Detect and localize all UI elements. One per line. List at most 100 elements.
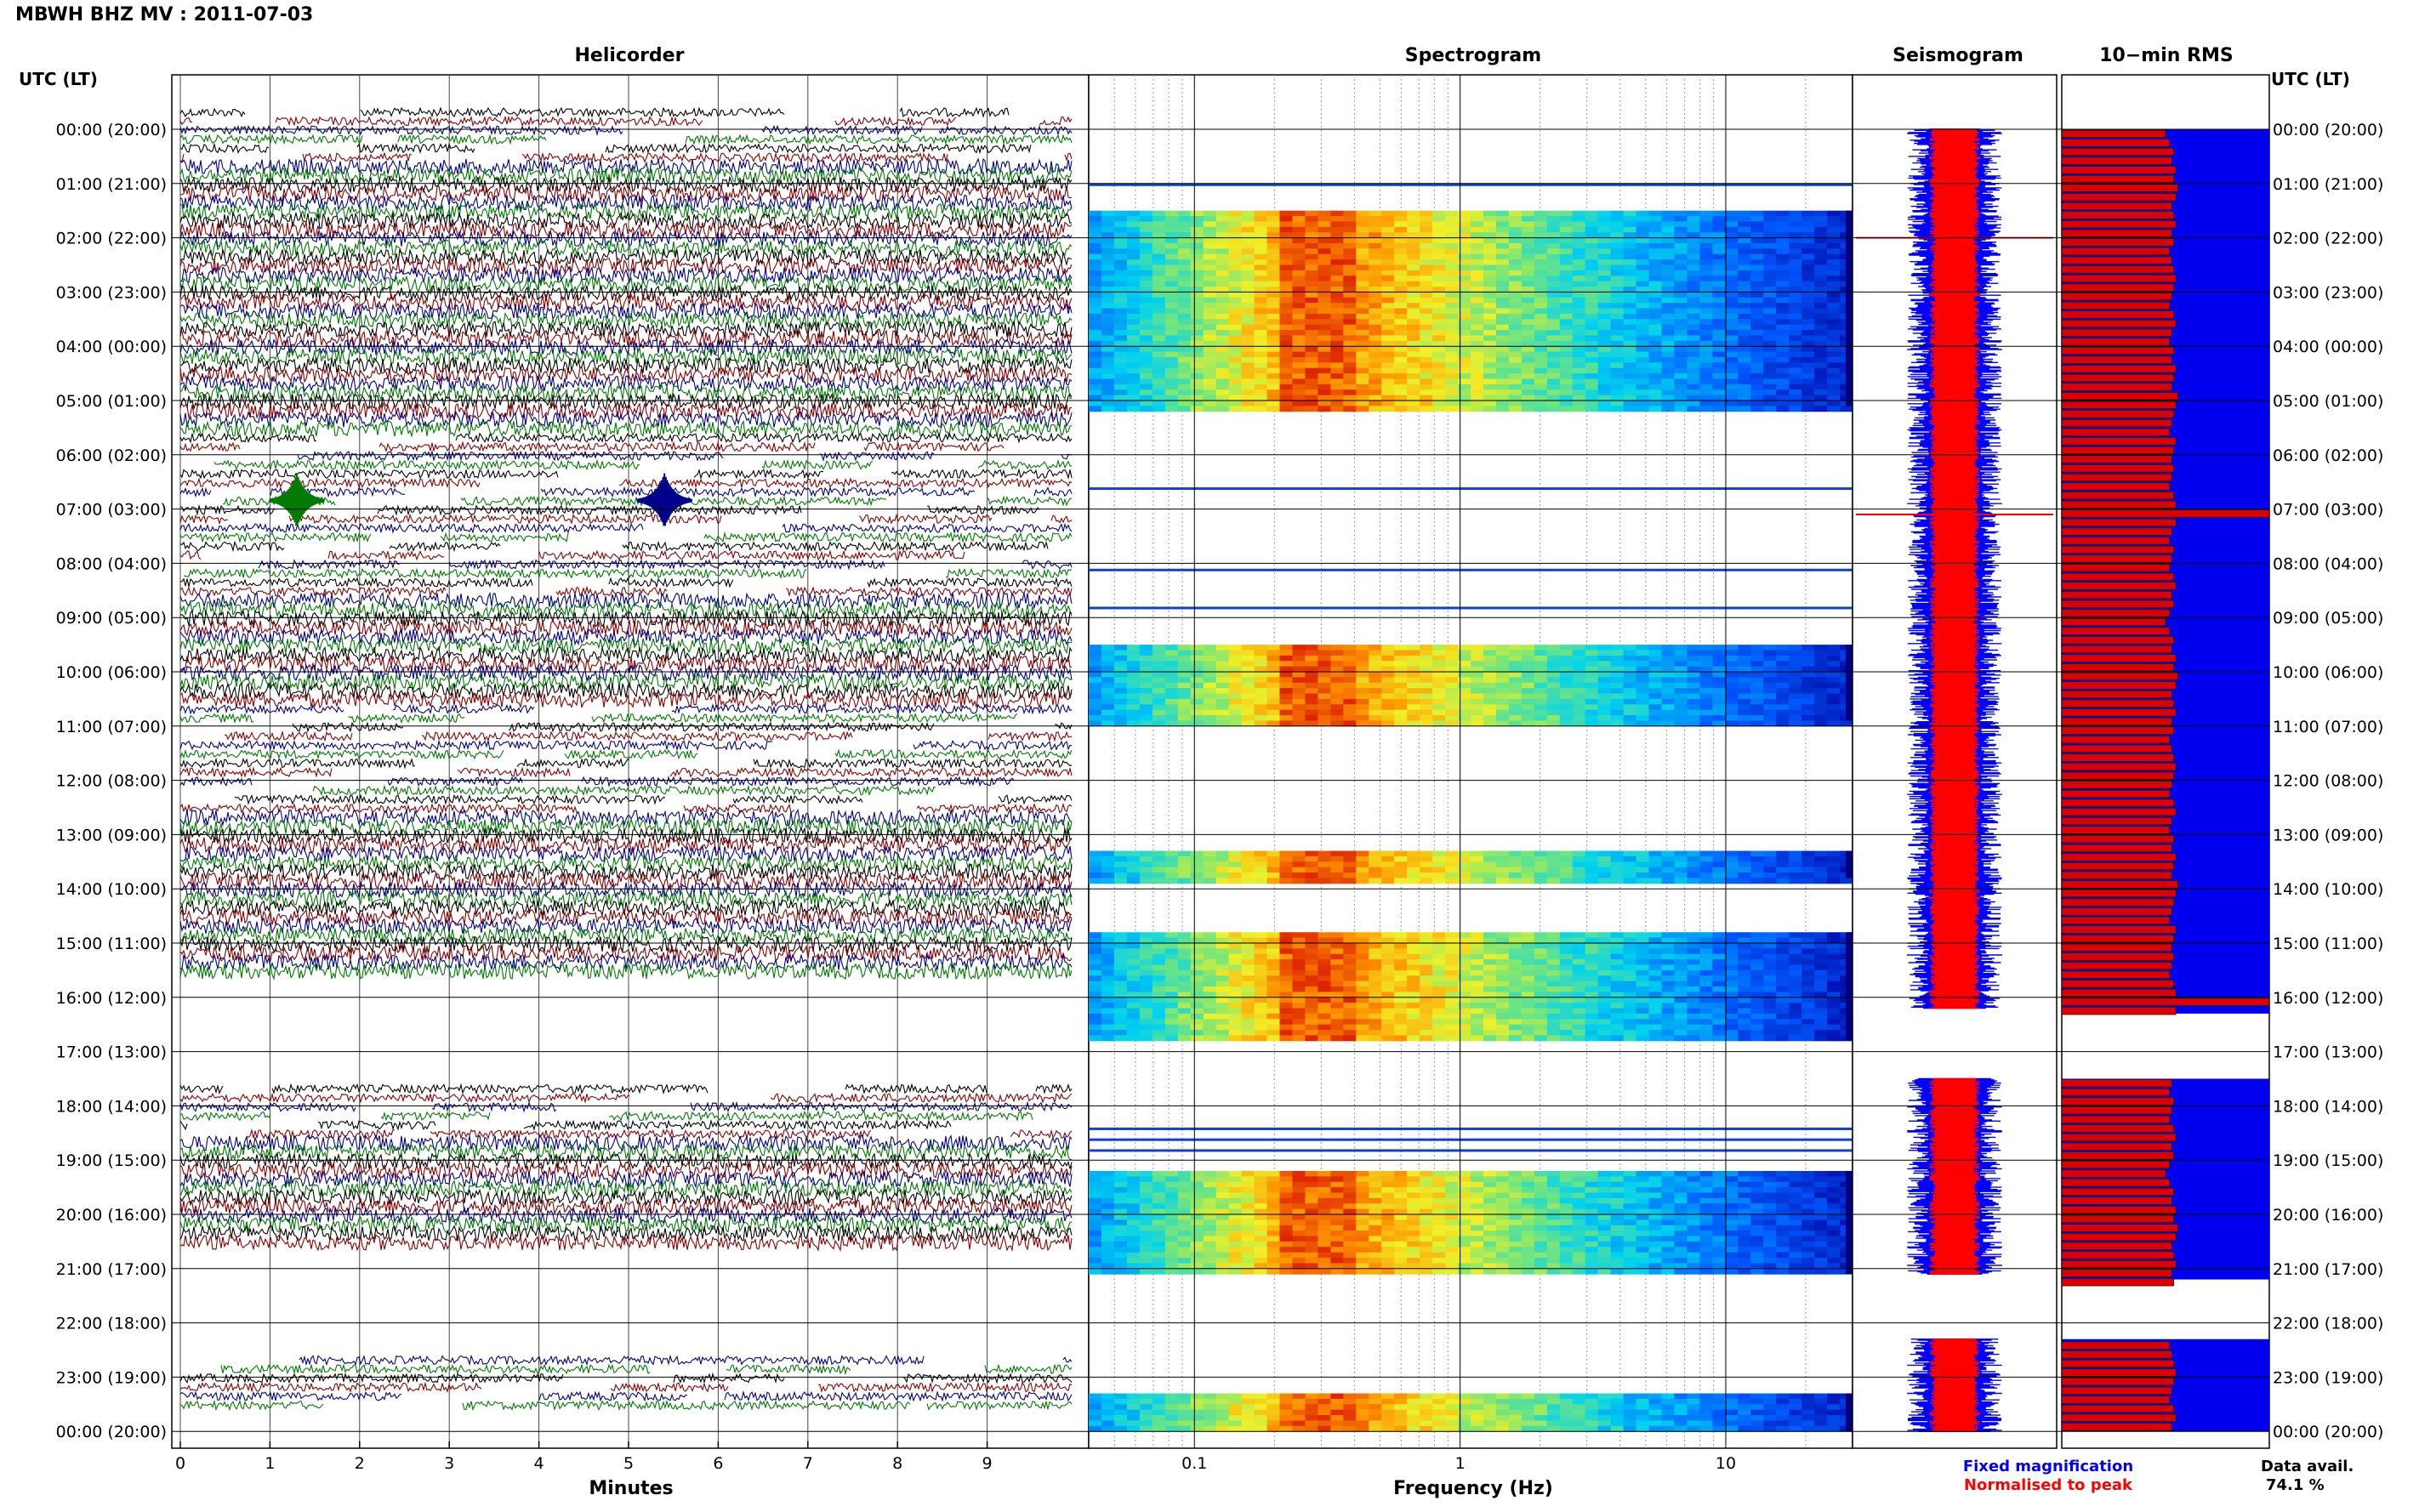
- spectrogram-cell: [1330, 1035, 1344, 1042]
- spectrogram-cell: [1407, 948, 1420, 955]
- helicorder-trace: [179, 826, 1073, 844]
- spectrogram-cell: [1789, 953, 1802, 960]
- spectrogram-cell: [1089, 666, 1102, 673]
- spectrogram-cell: [1610, 1170, 1625, 1177]
- spectrogram-cell: [1725, 351, 1739, 358]
- spectrogram-cell: [1356, 362, 1369, 369]
- spectrogram-cell: [1661, 661, 1675, 668]
- spectrogram-cell: [1661, 232, 1675, 239]
- spectrogram-cell: [1789, 384, 1802, 390]
- spectrogram-cell: [1139, 704, 1153, 711]
- spectrogram-cell: [1381, 953, 1395, 960]
- spectrogram-cell: [1369, 661, 1382, 668]
- spectrogram-cell: [1738, 672, 1751, 678]
- spectrogram-cell: [1369, 281, 1382, 287]
- spectrogram-cell: [1420, 698, 1433, 705]
- spectrogram-cell: [1279, 340, 1293, 347]
- spectrogram-cell: [1369, 1008, 1382, 1015]
- spectrogram-cell: [1369, 259, 1382, 265]
- spectrogram-cell: [1305, 1013, 1318, 1020]
- spectrogram-cell: [1725, 340, 1739, 347]
- spectrogram-cell: [1508, 281, 1523, 287]
- spectrogram-cell: [1266, 986, 1280, 992]
- spectrogram-cell: [1369, 1024, 1382, 1031]
- spectrogram-cell: [1292, 406, 1306, 412]
- spectrogram-cell: [1572, 237, 1586, 244]
- spectrogram-cell: [1559, 406, 1574, 412]
- spectrogram-cell: [1152, 378, 1166, 385]
- spectrogram-cell: [1559, 873, 1574, 878]
- spectrogram-cell: [1113, 248, 1128, 255]
- spectrogram-cell: [1432, 216, 1446, 222]
- spectrogram-cell: [1750, 953, 1764, 960]
- spectrogram-cell: [1254, 308, 1268, 315]
- spectrogram-cell: [1636, 313, 1650, 320]
- spectrogram-cell: [1495, 210, 1510, 217]
- spectrogram-cell: [1725, 232, 1739, 239]
- spectrogram-cell: [1814, 709, 1828, 716]
- spectrogram-cell: [1190, 867, 1204, 873]
- spectrogram-cell: [1369, 346, 1382, 353]
- spectrogram-cell: [1164, 959, 1179, 966]
- spectrogram-cell: [1712, 959, 1726, 966]
- spectrogram-cell: [1164, 324, 1179, 331]
- spectrogram-cell: [1203, 384, 1217, 390]
- spectrogram-cell: [1177, 1176, 1192, 1183]
- spectrogram-cell: [1725, 319, 1739, 326]
- spectrogram-cell: [1254, 867, 1268, 873]
- spectrogram-cell: [1521, 873, 1535, 878]
- spectrogram-cell: [1279, 655, 1293, 662]
- spectrogram-cell: [1420, 715, 1433, 721]
- spectrogram-cell: [1546, 1019, 1561, 1026]
- spectrogram-cell: [1712, 378, 1726, 385]
- spectrogram-cell: [1814, 932, 1828, 939]
- spectrogram-cell: [1763, 389, 1777, 396]
- spectrogram-cell: [1177, 953, 1192, 960]
- spectrogram-cell: [1279, 948, 1293, 955]
- spectrogram-cell: [1636, 259, 1650, 265]
- spectrogram-cell: [1699, 324, 1713, 331]
- spectrogram-cell: [1458, 943, 1471, 949]
- spectrogram-cell: [1814, 688, 1828, 695]
- spectrogram-cell: [1292, 672, 1306, 678]
- spectrogram-cell: [1521, 401, 1535, 406]
- spectrogram-cell: [1725, 287, 1739, 293]
- spectrogram-cell: [1381, 661, 1395, 668]
- spectrogram-cell: [1101, 932, 1115, 939]
- spectrogram-cell: [1827, 878, 1841, 884]
- spectrogram-cell: [1763, 937, 1777, 944]
- spectrogram-cell: [1241, 861, 1255, 868]
- spectrogram-cell: [1292, 362, 1306, 369]
- spectrogram-cell: [1177, 943, 1192, 949]
- spectrogram-cell: [1508, 645, 1523, 651]
- spectrogram-cell: [1636, 1030, 1650, 1036]
- spectrogram-cell: [1495, 986, 1510, 992]
- spectrogram-cell: [1305, 953, 1318, 960]
- spectrogram-cell: [1508, 319, 1523, 326]
- spectrogram-cell: [1330, 661, 1344, 668]
- spectrogram-cell: [1126, 330, 1141, 336]
- spectrogram-cell: [1789, 704, 1802, 711]
- spectrogram-cell: [1394, 253, 1408, 260]
- spectrogram-cell: [1610, 997, 1625, 1003]
- spectrogram-cell: [1483, 303, 1497, 310]
- spectrogram-cell: [1254, 937, 1268, 944]
- spectrogram-cell: [1534, 964, 1548, 971]
- spectrogram-cell: [1177, 677, 1192, 684]
- spectrogram-cell: [1152, 346, 1166, 353]
- spectrogram-cell: [1228, 287, 1243, 293]
- spectrogram-cell: [1343, 666, 1357, 673]
- spectrogram-cell: [1228, 303, 1243, 310]
- spectrogram-cell: [1827, 1170, 1841, 1177]
- spectrogram-cell: [1508, 661, 1523, 668]
- spectrogram-cell: [1356, 709, 1369, 716]
- spectrogram-cell: [1318, 319, 1331, 326]
- spectrogram-cell: [1776, 308, 1790, 315]
- spectrogram-cell: [1203, 340, 1217, 347]
- spectrogram-cell: [1471, 1013, 1484, 1020]
- spectrogram-cell: [1559, 292, 1574, 298]
- spectrogram-cell: [1597, 226, 1612, 233]
- spectrogram-cell: [1139, 1003, 1153, 1009]
- spectrogram-cell: [1801, 655, 1815, 662]
- spectrogram-cell: [1266, 221, 1280, 228]
